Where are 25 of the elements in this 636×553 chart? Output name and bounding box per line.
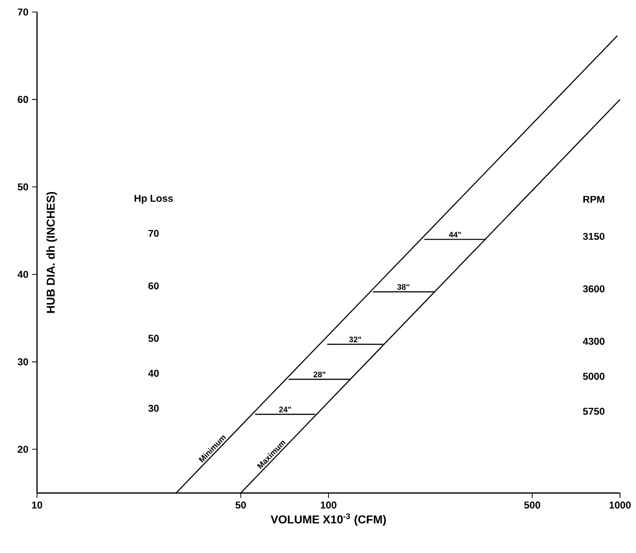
x-tick-label: 10 [32,502,42,509]
annotation: 4300 [582,338,604,345]
y-tick-label: 40 [18,270,28,278]
annotation: 5750 [583,408,604,415]
annotation: Hp Loss [134,194,173,204]
annotation: 30 [148,404,159,412]
y-tick-label: 50 [18,183,28,190]
annotation: 70 [148,230,159,237]
x-tick-label: 100 [320,502,336,509]
annotation: 3600 [582,285,604,292]
annotation: 50 [148,334,159,342]
y-tick-label: 60 [18,96,28,103]
annotation: RPM [583,196,604,203]
annotation: 3150 [582,232,604,240]
x-tick-label: 1000 [610,502,631,509]
y-tick-label: 30 [18,358,28,366]
x-tick-label: 50 [236,502,246,509]
annotation: 60 [148,282,159,290]
annotation: 5000 [583,372,604,380]
y-axis-title: HUB DIA. dh (INCHES) [46,192,58,313]
x-tick-label: 500 [524,502,540,509]
x-axis-title: VOLUME X10$^{-3}$ (CFM) [270,513,386,526]
y-tick-label: 70 [18,8,28,16]
annotation: 40 [148,370,159,377]
y-tick-label: 20 [18,446,28,453]
